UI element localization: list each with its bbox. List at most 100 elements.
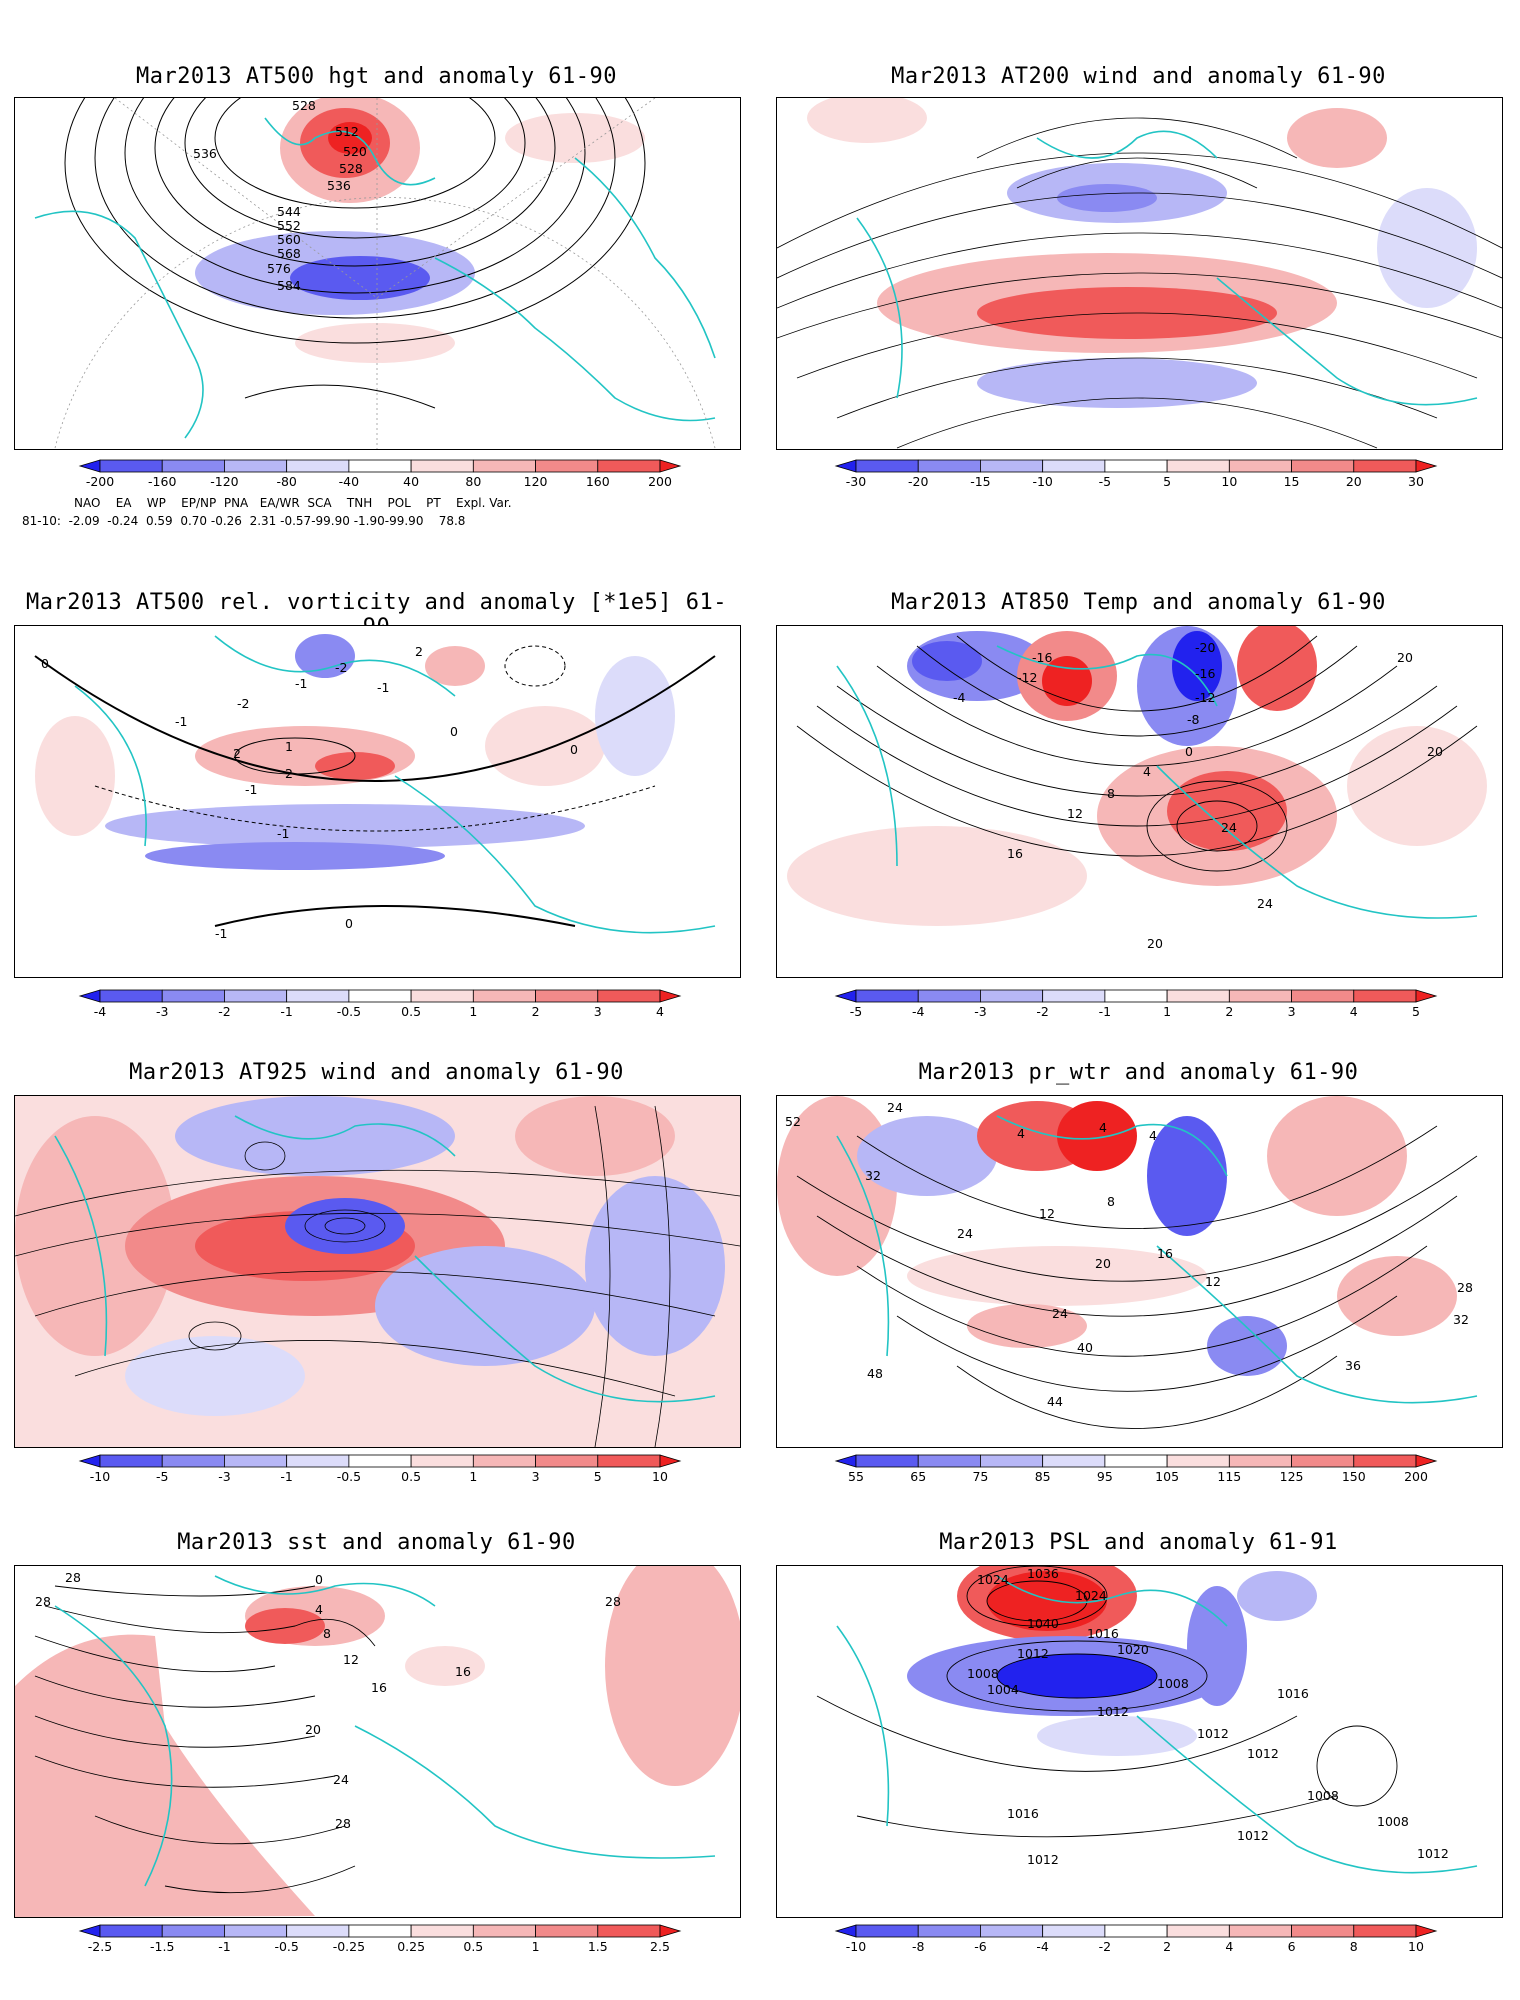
colorbar-tick-label: -2 [1099, 1939, 1111, 1954]
contour-labels: -16 -12 -20 -16 -12 -8 -4 0 4 8 12 16 20… [953, 640, 1443, 951]
map-850temp: -16 -12 -20 -16 -12 -8 -4 0 4 8 12 16 20… [776, 625, 1503, 978]
svg-text:584: 584 [277, 278, 301, 293]
svg-text:-20: -20 [1195, 640, 1215, 655]
svg-text:-1: -1 [215, 926, 227, 941]
svg-text:0: 0 [1185, 744, 1193, 759]
colorbar-tick-label: 1.5 [588, 1939, 608, 1954]
colorbar-segment [980, 459, 1044, 473]
svg-text:40: 40 [1077, 1340, 1093, 1355]
colorbar-segment [224, 989, 288, 1003]
svg-text:568: 568 [277, 246, 301, 261]
colorbar-tick-label: -80 [276, 474, 296, 489]
map-graphic: -2 2 -1 -2 -1 2 2 -1 0 0 -1 -1 0 0 1 -1 [34, 634, 716, 941]
svg-text:1012: 1012 [1027, 1852, 1059, 1867]
colorbar-segment [1228, 989, 1292, 1003]
colorbar-segment [99, 459, 163, 473]
map-500hgt: 528 512 520 528 536 536 544 552 560 568 … [14, 97, 741, 450]
svg-text:0: 0 [315, 1572, 323, 1587]
colorbar-tick-label: 10 [652, 1469, 668, 1484]
colorbar-tick-label: 80 [465, 474, 481, 489]
colorbar-tick-label: 5 [1412, 1004, 1420, 1019]
svg-text:-8: -8 [1187, 712, 1200, 727]
map-graphic: 528 512 520 528 536 536 544 552 560 568 … [34, 98, 716, 449]
colorbar-end-high [1415, 989, 1438, 1003]
colorbar-segment [597, 989, 661, 1003]
colorbar-segment [410, 989, 474, 1003]
colorbar-end-low [78, 459, 101, 473]
colorbar-end-high [659, 989, 682, 1003]
svg-text:552: 552 [277, 218, 301, 233]
colorbar-segment [99, 1924, 163, 1938]
map-graphic [15, 1096, 740, 1447]
colorbar-segment [286, 989, 350, 1003]
svg-text:48: 48 [867, 1366, 883, 1381]
colorbar-tick-label: -1.5 [150, 1939, 174, 1954]
svg-text:4: 4 [315, 1602, 323, 1617]
colorbar-segment [224, 1924, 288, 1938]
coastlines [74, 635, 716, 934]
anomaly-shading [35, 634, 675, 870]
colorbar-tick-label: -10 [846, 1939, 866, 1954]
svg-text:4: 4 [1149, 1128, 1157, 1143]
colorbar-tick-label: 0.25 [397, 1939, 425, 1954]
colorbar-segment [1166, 1924, 1230, 1938]
svg-text:0: 0 [345, 916, 353, 931]
svg-text:528: 528 [292, 98, 316, 113]
panel-title: Mar2013 AT500 hgt and anomaly 61-90 [135, 64, 618, 89]
colorbar-segment [161, 1924, 225, 1938]
svg-text:-1: -1 [377, 680, 389, 695]
svg-text:1016: 1016 [1007, 1806, 1039, 1821]
colorbar-tick-label: -15 [970, 474, 990, 489]
svg-text:20: 20 [1095, 1256, 1111, 1271]
colorbar-tick-label: 3 [594, 1004, 602, 1019]
colorbar-tick-label: 55 [848, 1469, 864, 1484]
svg-text:16: 16 [1157, 1246, 1173, 1261]
anomaly-shading [787, 626, 1487, 926]
svg-text:28: 28 [335, 1816, 351, 1831]
colorbar-tick-label: 8 [1350, 1939, 1358, 1954]
colorbar-tick-label: -3 [218, 1469, 230, 1484]
svg-text:1012: 1012 [1097, 1704, 1129, 1719]
svg-text:44: 44 [1047, 1394, 1063, 1409]
svg-text:8: 8 [1107, 1194, 1115, 1209]
svg-text:-1: -1 [175, 714, 187, 729]
svg-text:12: 12 [1205, 1274, 1221, 1289]
svg-text:544: 544 [277, 204, 301, 219]
svg-text:1036: 1036 [1027, 1566, 1059, 1581]
svg-text:4: 4 [1143, 764, 1151, 779]
colorbar-end-low [834, 989, 857, 1003]
svg-text:-1: -1 [245, 782, 257, 797]
colorbar-segment [855, 1454, 919, 1468]
colorbar-tick-label: 3 [1288, 1004, 1296, 1019]
svg-text:36: 36 [1345, 1358, 1361, 1373]
contour-labels: 528 512 520 528 536 536 544 552 560 568 … [193, 98, 367, 293]
colorbar-tick-label: -4 [1036, 1939, 1049, 1954]
svg-text:8: 8 [1107, 786, 1115, 801]
colorbar-tick-label: -10 [1032, 474, 1052, 489]
svg-text:1008: 1008 [1307, 1788, 1339, 1803]
colorbar-segment [855, 459, 919, 473]
svg-text:520: 520 [343, 144, 367, 159]
colorbar-tick-label: 0.5 [463, 1939, 483, 1954]
colorbar-tick-label: 105 [1155, 1469, 1179, 1484]
coastlines [836, 1575, 1478, 1874]
colorbar-segment [1228, 459, 1292, 473]
colorbar-tick-label: 1 [469, 1004, 477, 1019]
colorbar: -2.5 -1.5 -1 -0.5 -0.25 0.25 0.5 1 1.5 2.5 [60, 1924, 700, 1955]
map-500vort: -2 2 -1 -2 -1 2 2 -1 0 0 -1 -1 0 0 1 -1 [14, 625, 741, 978]
colorbar-tick-label: 6 [1288, 1939, 1296, 1954]
colorbar-tick-label: -8 [912, 1939, 925, 1954]
colorbar-tick-label: -4 [912, 1004, 925, 1019]
colorbar-segment [1166, 459, 1230, 473]
colorbar-segment [535, 459, 599, 473]
svg-text:28: 28 [35, 1594, 51, 1609]
svg-text:528: 528 [339, 161, 363, 176]
panel-title: Mar2013 AT200 wind and anomaly 61-90 [891, 64, 1386, 89]
svg-text:1008: 1008 [1377, 1814, 1409, 1829]
colorbar-segment [1353, 1924, 1417, 1938]
svg-text:24: 24 [1257, 896, 1273, 911]
colorbar-tick-label: -6 [974, 1939, 987, 1954]
colorbar-tick-label: 10 [1408, 1939, 1424, 1954]
svg-text:-12: -12 [1017, 670, 1037, 685]
svg-text:28: 28 [65, 1570, 81, 1585]
